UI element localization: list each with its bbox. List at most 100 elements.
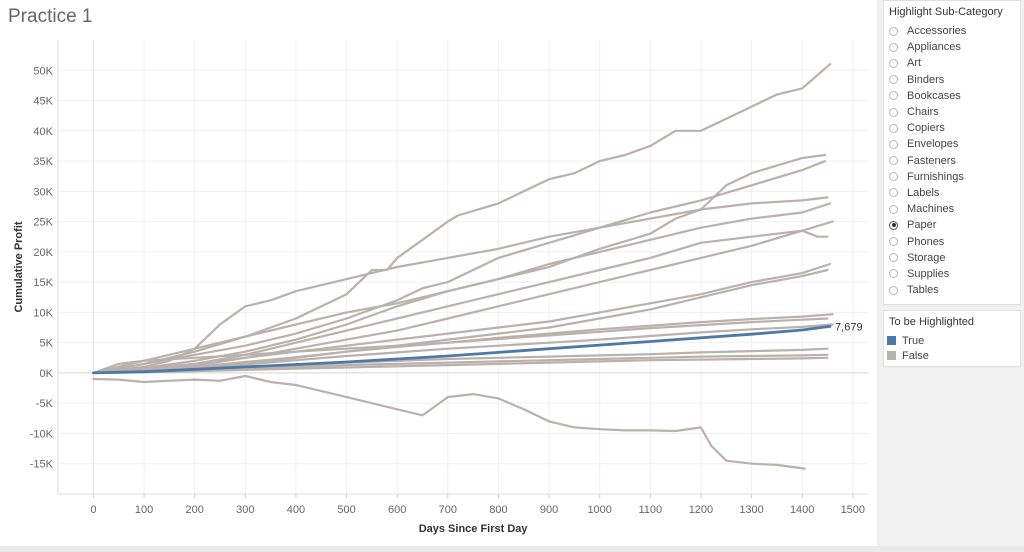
filter-option-fasteners[interactable]: Fasteners (884, 153, 1020, 169)
y-tick-label: -15K (30, 459, 54, 471)
y-tick-label: 25K (33, 217, 53, 229)
filter-option-label: Binders (907, 73, 945, 86)
radio-button[interactable] (889, 285, 898, 295)
legend-label: True (902, 334, 925, 347)
radio-button[interactable] (889, 188, 898, 198)
filter-option-label: Labels (907, 186, 940, 199)
y-tick-label: 10K (33, 307, 53, 319)
filter-option-art[interactable]: Art (884, 55, 1020, 71)
radio-button[interactable] (889, 172, 898, 182)
line-chart[interactable]: -15K -10K -5K 0K 5K 10K 15K 20K 25K 30K 35K 40K 45K 5… (0, 34, 876, 546)
legend-item-false[interactable]: False (884, 348, 1020, 363)
legend-item-true[interactable]: True (884, 333, 1020, 348)
series-line[interactable] (92, 229, 829, 374)
filter-option-label: Phones (907, 235, 945, 248)
filter-option-label: Furnishings (907, 170, 964, 183)
filter-option-appliances[interactable]: Appliances (884, 39, 1020, 55)
filter-option-tables[interactable]: Tables (884, 282, 1020, 298)
filter-title: Highlight Sub-Category (889, 6, 1003, 18)
series-line[interactable] (92, 159, 827, 374)
highlight-filter-card: Highlight Sub-Category Accessories Applia… (883, 0, 1021, 305)
filter-option-envelopes[interactable]: Envelopes (884, 136, 1020, 152)
series-line[interactable] (92, 262, 832, 374)
bottom-scrollbar (0, 546, 1024, 552)
y-tick-label: 40K (33, 126, 53, 138)
filter-option-supplies[interactable]: Supplies (884, 266, 1020, 282)
radio-button[interactable] (889, 237, 898, 247)
radio-button[interactable] (889, 139, 898, 149)
filter-option-paper[interactable]: Paper (884, 217, 1020, 233)
x-tick-label: 1000 (587, 504, 611, 516)
x-tick-label: 400 (287, 504, 305, 516)
legend-items: True False (884, 333, 1020, 363)
radio-button[interactable] (889, 156, 898, 166)
series-line-highlighted[interactable] (92, 324, 832, 375)
filter-option-label: Art (907, 57, 922, 70)
filter-option-binders[interactable]: Binders (884, 72, 1020, 88)
radio-button[interactable] (889, 75, 898, 85)
filter-option-label: Copiers (907, 122, 945, 135)
y-tick-label: 15K (33, 277, 53, 289)
y-tick-label: 5K (40, 338, 54, 350)
highlight-legend: To be Highlighted True False (883, 310, 1021, 367)
radio-button[interactable] (889, 42, 898, 52)
x-tick-label: 1100 (638, 504, 662, 516)
dashboard-title: Practice 1 (8, 6, 93, 27)
y-tick-label: -5K (36, 398, 54, 410)
x-tick-label: 900 (540, 504, 558, 516)
radio-button[interactable] (889, 26, 898, 36)
radio-button[interactable] (889, 58, 898, 68)
radio-button[interactable] (889, 269, 898, 279)
y-tick-label: 50K (33, 65, 53, 77)
x-tick-label: 200 (186, 504, 204, 516)
filter-option-label: Fasteners (907, 154, 956, 167)
y-tick-label: 20K (33, 247, 53, 259)
series-line[interactable] (92, 220, 834, 374)
radio-button[interactable] (889, 107, 898, 117)
filter-option-furnishings[interactable]: Furnishings (884, 169, 1020, 185)
x-axis-title: Days Since First Day (419, 523, 529, 535)
series-line[interactable] (92, 153, 827, 374)
radio-button[interactable] (889, 204, 898, 214)
series-line[interactable] (92, 323, 834, 374)
radio-button[interactable] (889, 123, 898, 133)
x-tick-label: 1400 (790, 504, 814, 516)
x-tick-label: 500 (337, 504, 355, 516)
filter-option-storage[interactable]: Storage (884, 250, 1020, 266)
y-tick-label: 30K (33, 186, 53, 198)
radio-button[interactable] (889, 91, 898, 101)
filter-option-label: Machines (907, 203, 955, 216)
filter-option-labels[interactable]: Labels (884, 185, 1020, 201)
x-tick-label: 100 (135, 504, 153, 516)
filter-option-chairs[interactable]: Chairs (884, 104, 1020, 120)
filter-option-label: Chairs (907, 106, 939, 119)
filter-option-phones[interactable]: Phones (884, 233, 1020, 249)
x-tick-label: 1300 (739, 504, 763, 516)
y-tick-label: 0K (40, 368, 54, 380)
filter-option-accessories[interactable]: Accessories (884, 23, 1020, 39)
radio-button[interactable] (889, 220, 898, 230)
x-tick-label: 600 (388, 504, 406, 516)
chart-area: -15K -10K -5K 0K 5K 10K 15K 20K 25K 30K 35K 40K 45K 5… (0, 34, 876, 546)
series-line[interactable] (92, 317, 829, 374)
filter-option-label: Accessories (907, 25, 967, 38)
x-tick-label: 300 (236, 504, 254, 516)
y-axis-title: Cumulative Profit (13, 221, 25, 312)
y-tick-label: -10K (30, 428, 54, 440)
series-line[interactable] (92, 356, 829, 374)
filter-option-machines[interactable]: Machines (884, 201, 1020, 217)
legend-swatch (887, 336, 896, 345)
filter-options: Accessories Appliances Art Binders Bookcases… (884, 23, 1020, 298)
series-line[interactable] (92, 374, 806, 470)
x-tick-label: 0 (90, 504, 96, 516)
series-line[interactable] (92, 63, 832, 374)
filter-option-bookcases[interactable]: Bookcases (884, 88, 1020, 104)
filter-option-label: Bookcases (907, 89, 961, 102)
filter-option-label: Supplies (907, 267, 950, 280)
filter-option-label: Storage (907, 251, 946, 264)
end-value-label: 7,679 (835, 321, 863, 333)
radio-button[interactable] (889, 253, 898, 263)
filter-option-copiers[interactable]: Copiers (884, 120, 1020, 136)
series-line[interactable] (92, 196, 829, 374)
filter-option-label: Envelopes (907, 138, 959, 151)
